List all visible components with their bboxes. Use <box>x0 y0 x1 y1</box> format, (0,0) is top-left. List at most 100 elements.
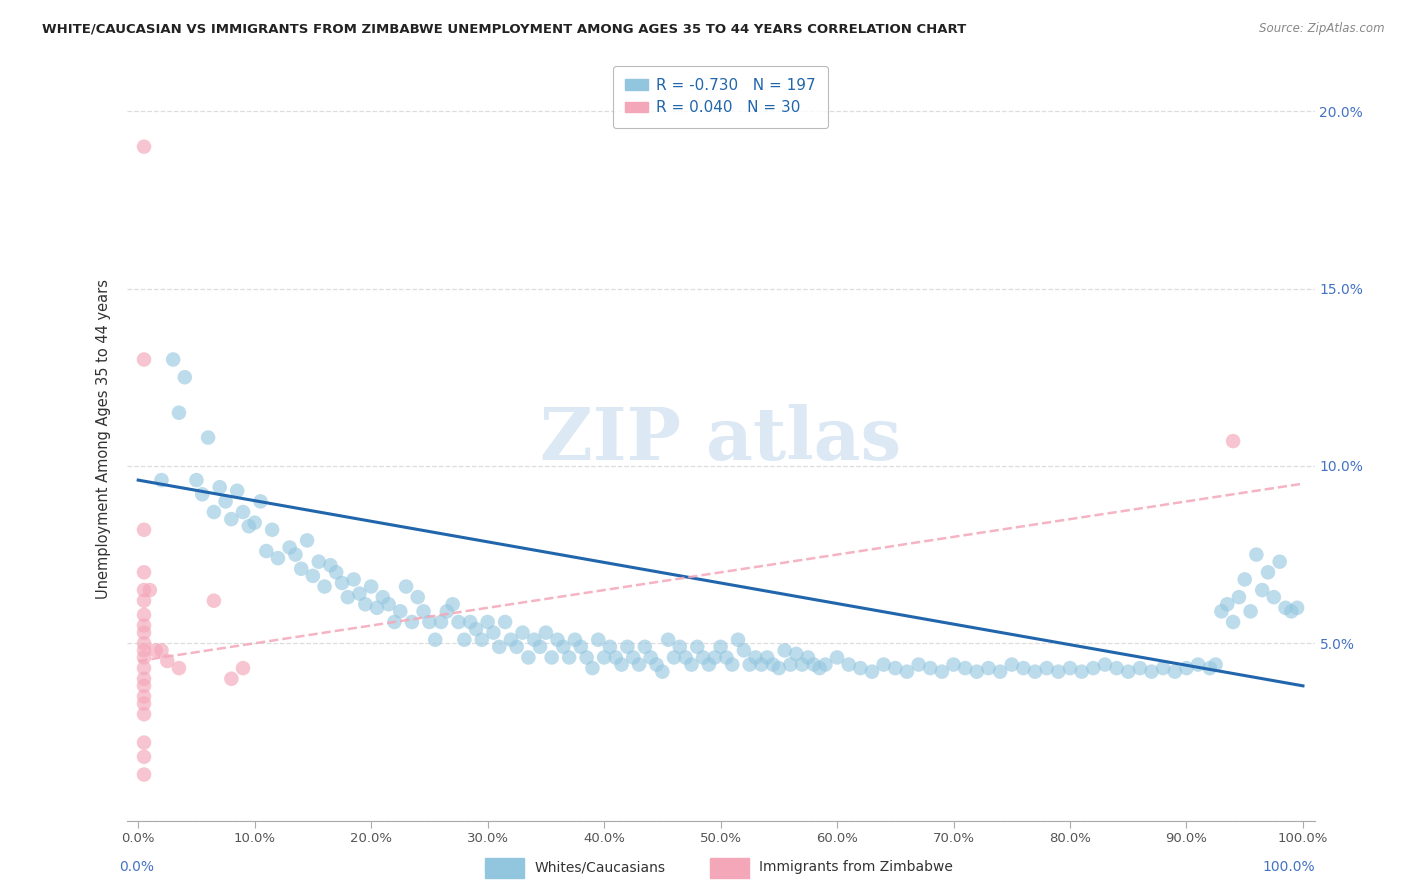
Point <box>1263 590 1285 604</box>
Point <box>1012 661 1035 675</box>
Point <box>395 580 418 594</box>
Point <box>139 583 162 598</box>
Point <box>221 512 243 526</box>
Point <box>1246 548 1268 562</box>
Point <box>860 665 883 679</box>
Point <box>162 352 184 367</box>
Point <box>254 544 277 558</box>
Point <box>1251 583 1274 598</box>
Point <box>872 657 894 672</box>
Point <box>436 604 458 618</box>
Point <box>768 661 790 675</box>
Point <box>284 548 307 562</box>
Point <box>499 632 522 647</box>
Point <box>773 643 796 657</box>
Text: 100.0%: 100.0% <box>1263 860 1315 874</box>
Point <box>1140 665 1163 679</box>
Point <box>977 661 1000 675</box>
Point <box>808 661 831 675</box>
Point <box>738 657 761 672</box>
Point <box>621 650 644 665</box>
Point <box>1059 661 1081 675</box>
Point <box>132 736 155 750</box>
Point <box>797 650 820 665</box>
Point <box>540 650 562 665</box>
Point <box>1211 604 1233 618</box>
Point <box>645 657 668 672</box>
Point <box>132 566 155 580</box>
Point <box>512 625 534 640</box>
Point <box>1001 657 1024 672</box>
Point <box>132 697 155 711</box>
Point <box>610 657 633 672</box>
Point <box>681 657 703 672</box>
Point <box>132 672 155 686</box>
Point <box>553 640 575 654</box>
Point <box>605 650 627 665</box>
Point <box>290 562 312 576</box>
Point <box>569 640 592 654</box>
Point <box>132 650 155 665</box>
Point <box>453 632 475 647</box>
Point <box>471 632 494 647</box>
Point <box>1094 657 1116 672</box>
Point <box>640 650 662 665</box>
Point <box>942 657 965 672</box>
Point <box>150 643 173 657</box>
Point <box>132 607 155 622</box>
Point <box>354 597 377 611</box>
Point <box>628 657 651 672</box>
Point <box>1216 597 1239 611</box>
Point <box>191 487 214 501</box>
Point <box>920 661 942 675</box>
Point <box>849 661 872 675</box>
Point <box>1257 566 1279 580</box>
Point <box>132 749 155 764</box>
Point <box>132 583 155 598</box>
Point <box>733 643 755 657</box>
Point <box>564 632 586 647</box>
Point <box>232 505 254 519</box>
Point <box>186 473 208 487</box>
Point <box>425 632 447 647</box>
Point <box>1239 604 1261 618</box>
Point <box>132 690 155 704</box>
Point <box>966 665 988 679</box>
Point <box>931 665 953 679</box>
Point <box>1116 665 1139 679</box>
Point <box>167 661 190 675</box>
Point <box>477 615 499 629</box>
Point <box>896 665 918 679</box>
Point <box>132 707 155 722</box>
Point <box>762 657 785 672</box>
Point <box>412 604 434 618</box>
Point <box>803 657 825 672</box>
Point <box>697 657 720 672</box>
Text: ZIP atlas: ZIP atlas <box>540 404 901 475</box>
Point <box>1105 661 1128 675</box>
Point <box>132 679 155 693</box>
Point <box>727 632 749 647</box>
Point <box>1274 600 1296 615</box>
Point <box>278 541 301 555</box>
Text: Whites/Caucasians: Whites/Caucasians <box>534 860 665 874</box>
Point <box>336 590 359 604</box>
Point <box>418 615 440 629</box>
Point <box>716 650 738 665</box>
Point <box>547 632 569 647</box>
Point <box>132 625 155 640</box>
Point <box>662 650 685 665</box>
Point <box>1286 600 1309 615</box>
Point <box>202 505 225 519</box>
Point <box>488 640 510 654</box>
Point <box>202 593 225 607</box>
Point <box>330 576 353 591</box>
Point <box>197 431 219 445</box>
Point <box>302 569 325 583</box>
Point <box>232 661 254 675</box>
Point <box>150 473 173 487</box>
Point <box>779 657 801 672</box>
Point <box>1083 661 1105 675</box>
Point <box>132 139 155 153</box>
Point <box>371 590 394 604</box>
